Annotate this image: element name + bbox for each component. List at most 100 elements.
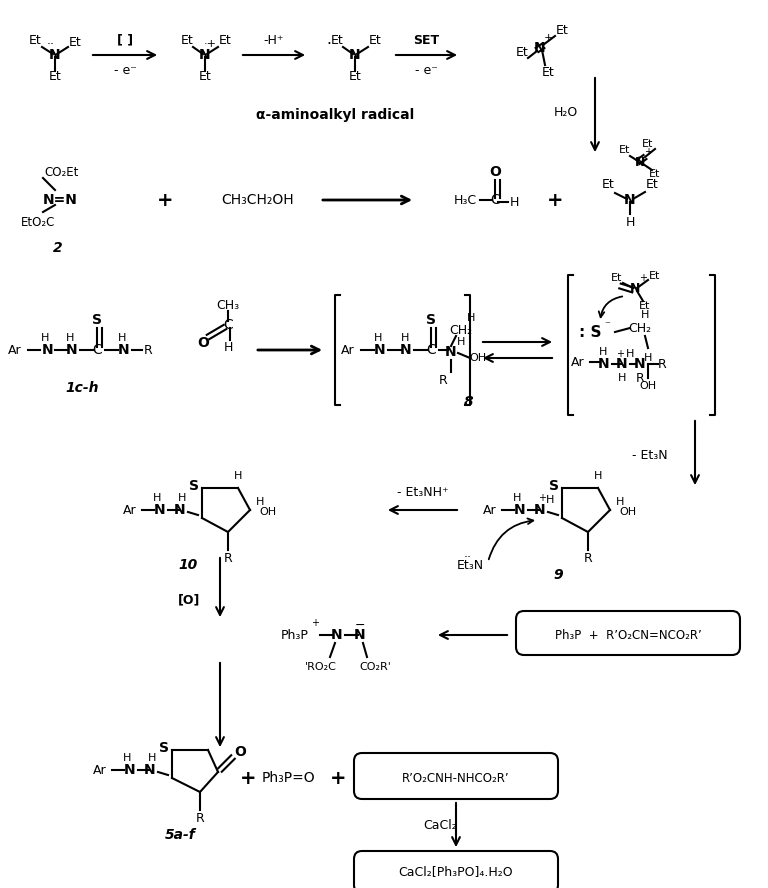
Text: N: N: [515, 503, 526, 517]
Text: +: +: [240, 768, 257, 788]
Text: N: N: [49, 48, 61, 62]
Text: H: H: [147, 753, 156, 763]
Text: H: H: [401, 333, 409, 343]
Text: 2: 2: [53, 241, 63, 255]
Text: - e⁻: - e⁻: [114, 64, 137, 76]
Text: Et: Et: [611, 273, 623, 283]
Text: OH: OH: [469, 353, 487, 363]
Text: N: N: [598, 357, 610, 371]
Text: R: R: [636, 371, 644, 385]
Text: 1c-h: 1c-h: [65, 381, 99, 395]
Text: H: H: [467, 313, 475, 323]
Text: +: +: [157, 191, 174, 210]
Text: S: S: [189, 479, 199, 493]
Text: Ar: Ar: [8, 344, 22, 356]
Text: Et: Et: [541, 67, 554, 80]
Text: R: R: [144, 344, 152, 356]
Text: O: O: [197, 336, 209, 350]
Text: Ph₃P=O: Ph₃P=O: [261, 771, 315, 785]
Text: Et: Et: [649, 271, 660, 281]
Text: ·+: ·+: [204, 39, 217, 49]
Text: H: H: [594, 471, 602, 481]
Text: N: N: [635, 155, 645, 169]
Text: R: R: [657, 358, 667, 370]
Text: S: S: [426, 313, 436, 327]
Text: H: H: [374, 333, 382, 343]
Text: O: O: [489, 165, 501, 179]
Text: +: +: [639, 273, 647, 283]
Text: N: N: [634, 357, 646, 371]
Text: H: H: [509, 195, 518, 209]
Text: N: N: [354, 628, 366, 642]
Text: 8: 8: [463, 395, 473, 409]
Text: S: S: [92, 313, 102, 327]
Text: N: N: [154, 503, 166, 517]
Text: H: H: [513, 493, 521, 503]
Text: N: N: [630, 281, 641, 295]
Text: Ph₃P: Ph₃P: [281, 629, 309, 641]
Text: C: C: [92, 343, 102, 357]
Text: Et: Et: [646, 178, 658, 192]
Text: N: N: [331, 628, 343, 642]
Text: CH₃: CH₃: [217, 298, 240, 312]
Text: CO₂R': CO₂R': [359, 662, 391, 672]
Text: Et: Et: [28, 34, 41, 46]
Text: Et: Et: [349, 70, 362, 83]
Text: H: H: [599, 347, 607, 357]
Text: CaCl₂: CaCl₂: [423, 819, 457, 831]
Text: N: N: [445, 345, 457, 359]
Text: +: +: [616, 349, 624, 359]
Text: Et₃N: Et₃N: [456, 559, 484, 572]
Text: H: H: [457, 337, 465, 347]
Text: C: C: [223, 318, 233, 332]
Text: OH: OH: [260, 507, 276, 517]
Text: H: H: [153, 493, 161, 503]
Text: H: H: [118, 333, 126, 343]
Text: H: H: [41, 333, 49, 343]
Text: N: N: [66, 343, 78, 357]
Text: N: N: [118, 343, 130, 357]
Text: [O]: [O]: [177, 593, 200, 607]
Text: Ar: Ar: [571, 355, 584, 369]
Text: N: N: [535, 503, 546, 517]
Text: CaCl₂[Ph₃PO]₄.H₂O: CaCl₂[Ph₃PO]₄.H₂O: [399, 866, 513, 878]
Text: - Et₃NH⁺: - Et₃NH⁺: [397, 486, 449, 498]
Text: H: H: [641, 310, 649, 320]
Text: N: N: [42, 343, 54, 357]
Text: Et: Et: [639, 301, 650, 311]
Text: H: H: [233, 471, 242, 481]
Text: 10: 10: [178, 558, 197, 572]
Text: −: −: [355, 619, 366, 631]
FancyBboxPatch shape: [516, 611, 740, 655]
Text: CH₃CH₂OH: CH₃CH₂OH: [222, 193, 294, 207]
Text: H: H: [626, 349, 634, 359]
Text: 5a-f: 5a-f: [164, 828, 195, 842]
Text: N: N: [144, 763, 156, 777]
Text: Et: Et: [369, 35, 382, 47]
Text: R: R: [196, 812, 204, 824]
Text: Ph₃P  +  R’O₂CN=NCO₂R’: Ph₃P + R’O₂CN=NCO₂R’: [554, 629, 701, 641]
Text: Et: Et: [180, 34, 194, 46]
Text: H: H: [644, 353, 652, 363]
Text: H: H: [223, 340, 233, 353]
FancyBboxPatch shape: [354, 851, 558, 888]
Text: S: S: [159, 741, 169, 755]
Text: R: R: [584, 551, 592, 565]
Text: N: N: [624, 193, 636, 207]
Text: CO₂Et: CO₂Et: [45, 165, 79, 178]
Text: S: S: [549, 479, 559, 493]
Text: N: N: [124, 763, 136, 777]
Text: [ ]: [ ]: [117, 34, 133, 46]
Text: N: N: [174, 503, 186, 517]
Text: Et: Et: [555, 23, 568, 36]
FancyBboxPatch shape: [354, 753, 558, 799]
Text: OH: OH: [620, 507, 637, 517]
Text: N: N: [374, 343, 386, 357]
Text: OH: OH: [640, 381, 657, 391]
Text: ··: ··: [464, 551, 472, 565]
Text: -H⁺: -H⁺: [263, 34, 284, 46]
Text: H: H: [123, 753, 131, 763]
Text: +: +: [644, 147, 652, 157]
Text: H: H: [617, 373, 626, 383]
Text: ··: ··: [47, 38, 55, 52]
